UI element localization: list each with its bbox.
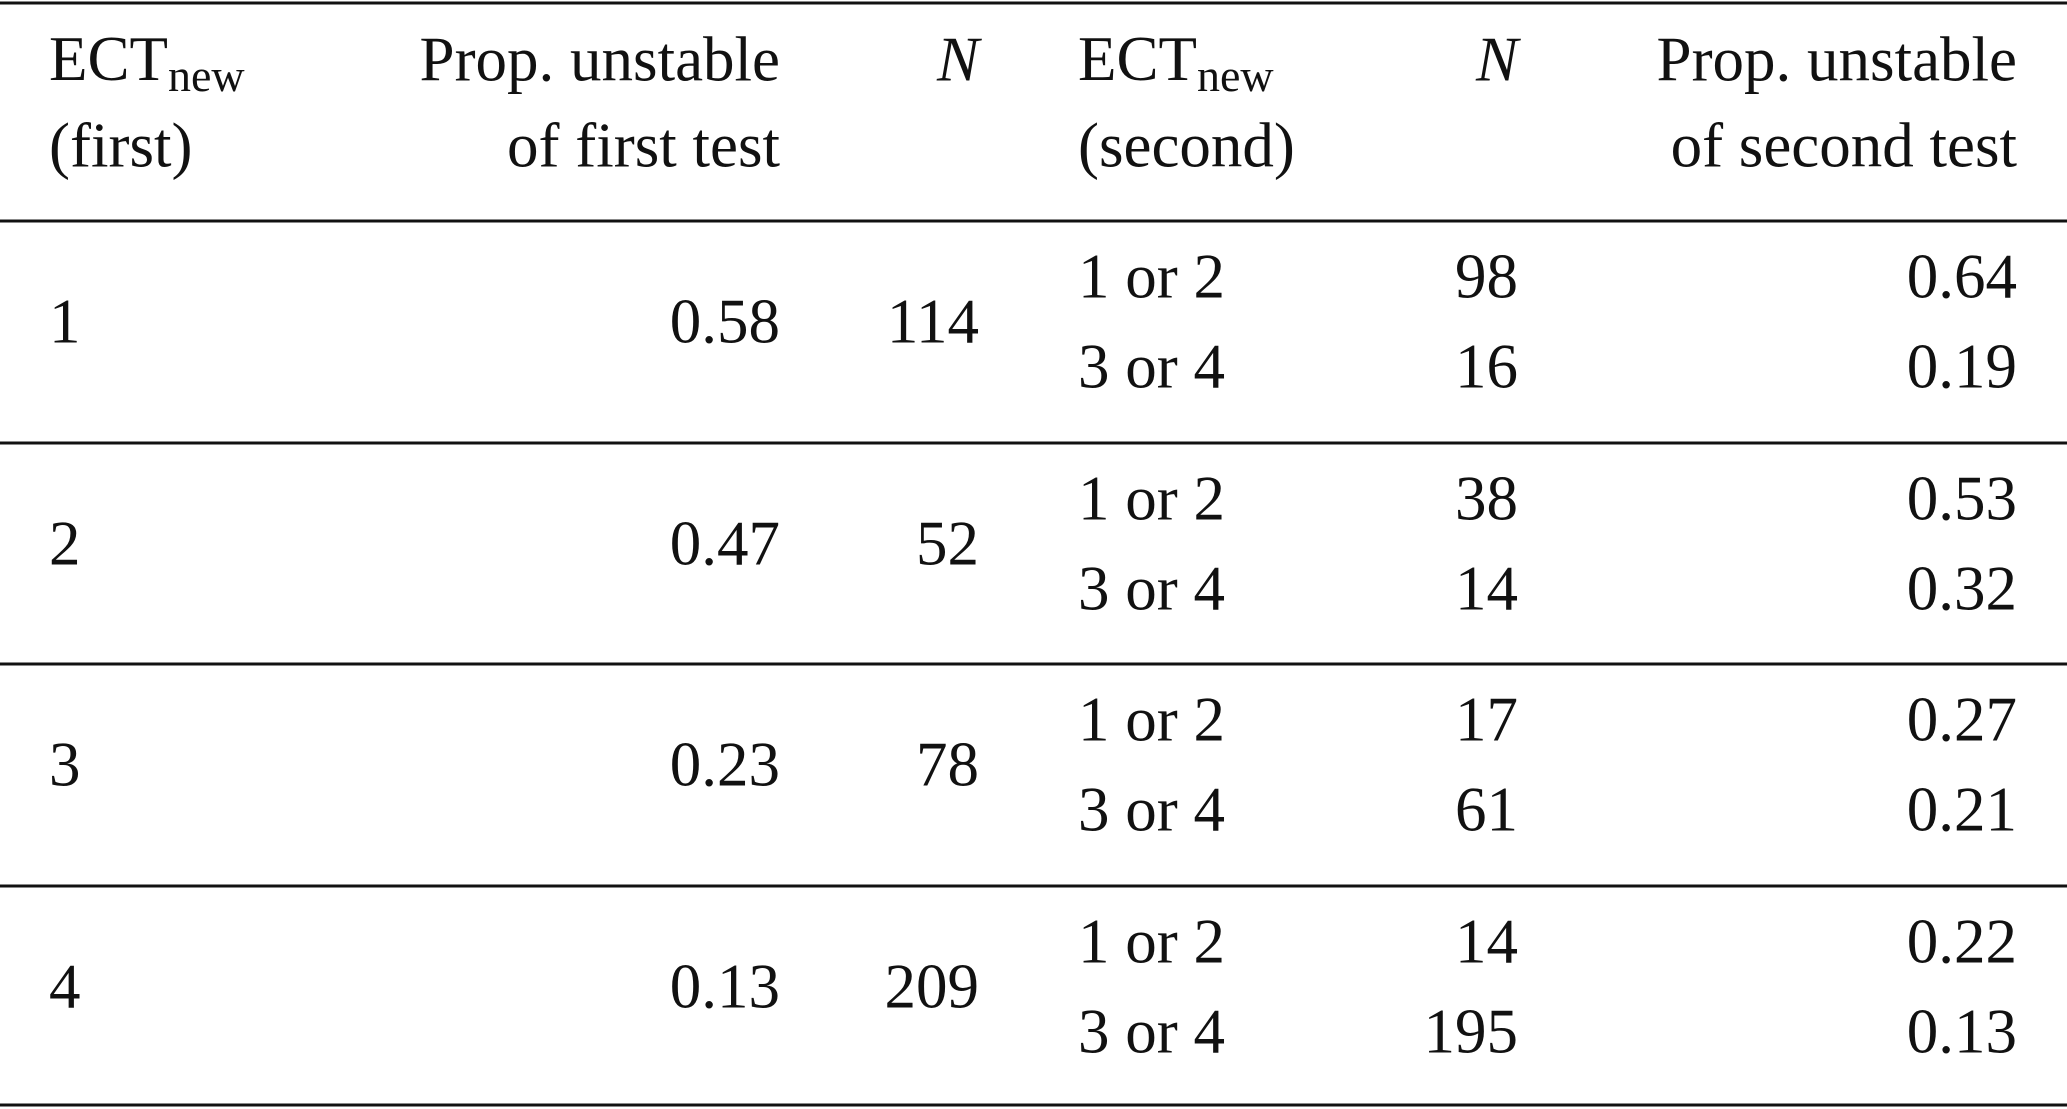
cell: 0.53 <box>1907 463 2017 533</box>
cell: 1 <box>49 286 81 356</box>
cell: 0.22 <box>1907 906 2017 976</box>
header-subscript: new <box>168 50 245 101</box>
header-text: N <box>1475 24 1521 94</box>
header-main: ECT <box>49 24 168 94</box>
cell: 209 <box>885 951 980 1021</box>
cell: 0.21 <box>1907 774 2017 844</box>
cell: 0.23 <box>670 729 780 799</box>
cell: 61 <box>1455 774 1518 844</box>
header-text: (first) <box>49 110 192 180</box>
header-text: N <box>936 24 982 94</box>
cell: 0.13 <box>1907 996 2017 1066</box>
cell: 3 or 4 <box>1078 996 1225 1066</box>
cell: 1 or 2 <box>1078 463 1225 533</box>
header-text: Prop. unstable <box>420 24 780 94</box>
cell: 0.32 <box>1907 553 2017 623</box>
cell: 0.27 <box>1907 684 2017 754</box>
cell: 1 or 2 <box>1078 906 1225 976</box>
cell: 2 <box>49 508 81 578</box>
cell: 1 or 2 <box>1078 241 1225 311</box>
cell: 3 <box>49 729 81 799</box>
cell: 98 <box>1455 241 1518 311</box>
cell: 3 or 4 <box>1078 774 1225 844</box>
cell: 16 <box>1455 331 1518 401</box>
cell: 0.58 <box>670 286 780 356</box>
cell: 38 <box>1455 463 1518 533</box>
cell: 14 <box>1455 906 1518 976</box>
header-subscript: new <box>1197 50 1274 101</box>
cell: 114 <box>887 286 979 356</box>
cell: 195 <box>1424 996 1519 1066</box>
header-text: Prop. unstable <box>1657 24 2017 94</box>
cell: 0.64 <box>1907 241 2017 311</box>
cell: 0.13 <box>670 951 780 1021</box>
cell: 1 or 2 <box>1078 684 1225 754</box>
cell: 17 <box>1455 684 1518 754</box>
cell: 14 <box>1455 553 1518 623</box>
cell: 0.47 <box>670 508 780 578</box>
header-text: ECTnew <box>1078 24 1274 100</box>
cell: 4 <box>49 951 81 1021</box>
header-text: of second test <box>1671 110 2018 180</box>
header-text: of first test <box>507 110 780 180</box>
header-text: (second) <box>1078 110 1295 180</box>
cell: 78 <box>916 729 979 799</box>
cell: 0.19 <box>1907 331 2017 401</box>
cell: 3 or 4 <box>1078 331 1225 401</box>
header-main: ECT <box>1078 24 1197 94</box>
header-text: ECTnew <box>49 24 245 100</box>
cell: 3 or 4 <box>1078 553 1225 623</box>
cell: 52 <box>916 508 979 578</box>
